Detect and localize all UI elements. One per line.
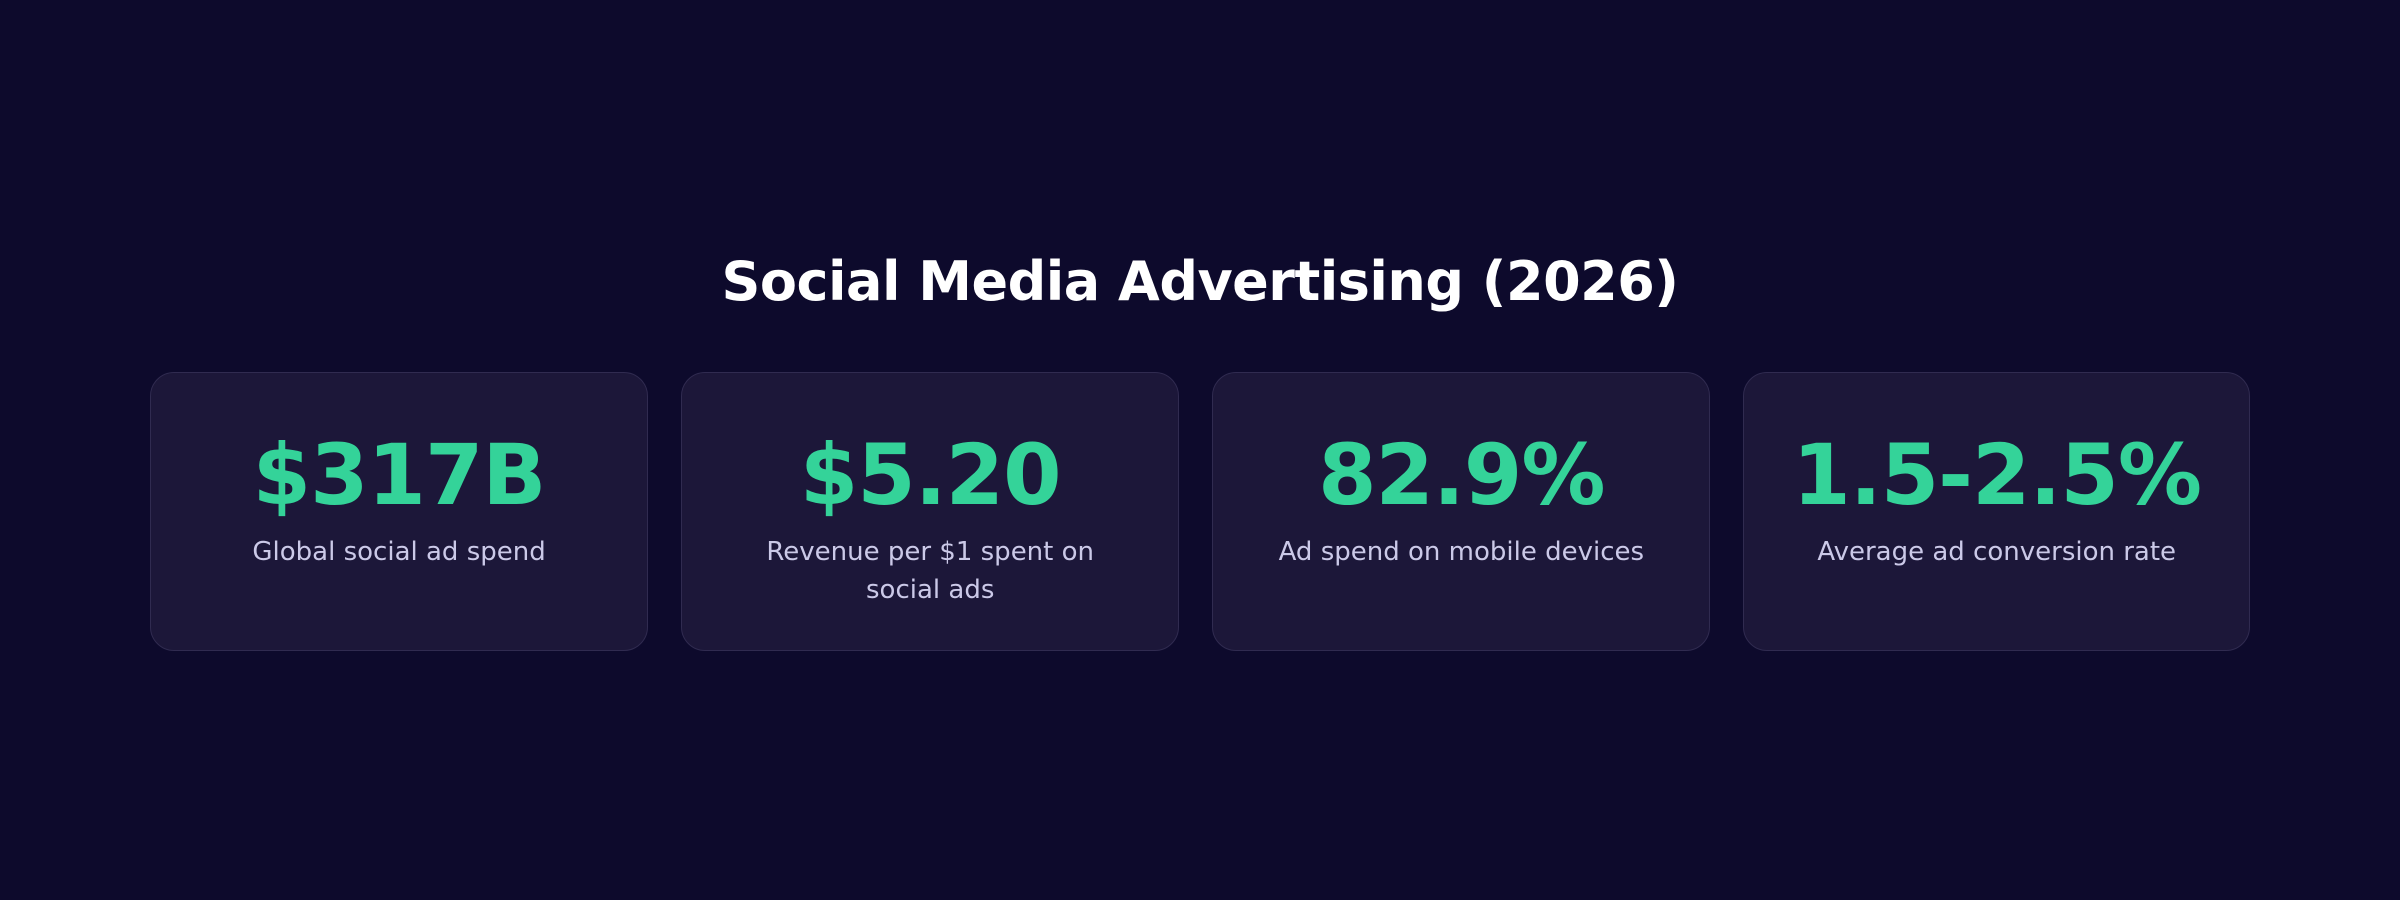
stat-value: 1.5-2.5% bbox=[1792, 426, 2202, 524]
stat-cards: $317B Global social ad spend $5.20 Reven… bbox=[150, 372, 2251, 651]
stat-value: $317B bbox=[252, 426, 547, 524]
stat-label: Revenue per $1 spent on social ads bbox=[766, 537, 1095, 605]
stat-card-revenue-per-dollar: $5.20 Revenue per $1 spent on social ads bbox=[681, 372, 1180, 651]
stat-card-mobile-spend: 82.9% Ad spend on mobile devices bbox=[1212, 372, 1711, 651]
stat-label: Ad spend on mobile devices bbox=[1278, 537, 1645, 567]
stat-label: Global social ad spend bbox=[252, 537, 546, 567]
stat-value: $5.20 bbox=[799, 426, 1062, 524]
stat-card-conversion-rate: 1.5-2.5% Average ad conversion rate bbox=[1743, 372, 2251, 651]
stat-label: Average ad conversion rate bbox=[1817, 537, 2177, 567]
stat-value: 82.9% bbox=[1318, 426, 1605, 524]
stat-card-ad-spend: $317B Global social ad spend bbox=[150, 372, 649, 651]
page-title: Social Media Advertising (2026) bbox=[721, 250, 1679, 313]
